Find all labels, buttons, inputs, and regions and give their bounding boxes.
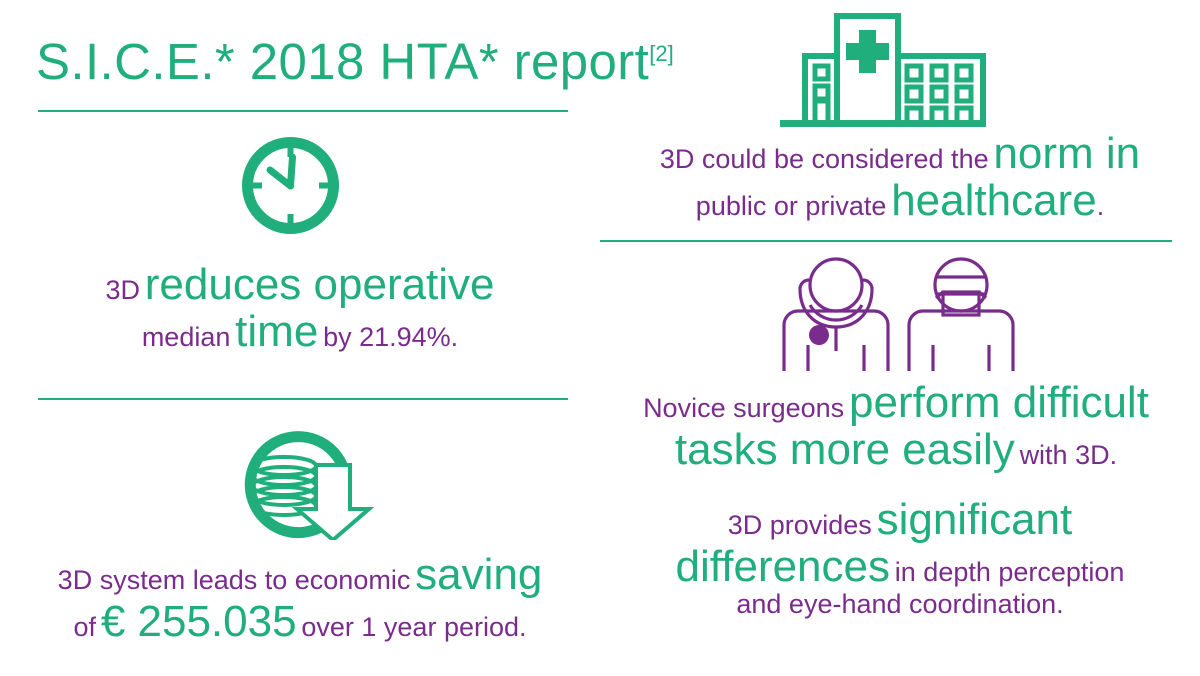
- economic-saving-period: over 1 year period.: [301, 611, 527, 642]
- operative-time-highlight: reduces operative: [144, 260, 495, 309]
- novice-surgeons-with-3d: with 3D.: [1019, 439, 1118, 470]
- significant-differences-depth: in depth perception: [894, 556, 1125, 587]
- divider-right-top: [600, 240, 1172, 242]
- economic-saving-statement: 3D system leads to economic saving of € 25…: [0, 550, 600, 646]
- novice-surgeons-line-2: tasks more easily with 3D.: [596, 424, 1196, 474]
- healthcare-sector: public or private: [695, 190, 887, 221]
- healthcare-norm-statement: 3D could be considered the norm in public…: [600, 129, 1200, 225]
- significant-differences-coordination: and eye-hand coordination.: [736, 589, 1064, 620]
- divider-left-middle: [38, 398, 568, 400]
- healthcare-lead: 3D could be considered the: [659, 144, 989, 174]
- novice-surgeons-highlight-1: perform difficult: [848, 378, 1149, 427]
- economic-saving-line-1: 3D system leads to economic saving: [0, 550, 600, 599]
- operative-time-3d: 3D: [105, 275, 140, 305]
- operative-time-percentage: by 21.94%.: [323, 321, 459, 352]
- healthcare-line-1: 3D could be considered the norm in: [600, 129, 1200, 178]
- operative-time-line-2: median time by 21.94%.: [0, 306, 600, 356]
- surgeons-icon: [778, 250, 1023, 377]
- healthcare-period: .: [1096, 190, 1105, 221]
- economic-saving-line-2: of € 255.035 over 1 year period.: [0, 596, 600, 646]
- significant-differences-highlight-2: differences: [675, 541, 890, 591]
- novice-surgeons-highlight-2: tasks more easily: [674, 424, 1015, 474]
- novice-surgeons-statement: Novice surgeons perform difficult tasks m…: [596, 378, 1196, 474]
- healthcare-norm-highlight: norm in: [993, 129, 1141, 178]
- economic-saving-of: of: [73, 611, 97, 642]
- significant-differences-line-2: differences in depth perception: [600, 541, 1200, 591]
- healthcare-line-2: public or private healthcare.: [600, 175, 1200, 225]
- divider-title: [38, 110, 568, 112]
- novice-surgeons-line-1: Novice surgeons perform difficult: [596, 378, 1196, 427]
- operative-time-statement: 3D reduces operative median time by 21.94%.: [0, 260, 600, 356]
- operative-time-line-1: 3D reduces operative: [0, 260, 600, 309]
- novice-surgeons-lead: Novice surgeons: [643, 393, 845, 423]
- left-column: 3D reduces operative median time by 21.94%.: [0, 134, 600, 646]
- right-column: 3D could be considered the norm in public…: [600, 0, 1200, 676]
- significant-differences-lead: 3D provides: [727, 510, 872, 540]
- significant-differences-line-1: 3D provides significant: [600, 495, 1200, 544]
- economic-saving-amount: € 255.035: [100, 596, 297, 646]
- page-title: S.I.C.E.* 2018 HTA* report[2]: [36, 32, 674, 91]
- page-title-reference: [2]: [649, 41, 674, 66]
- healthcare-word-highlight: healthcare: [891, 175, 1097, 225]
- significant-differences-highlight-1: significant: [876, 495, 1073, 544]
- significant-differences-statement: 3D provides significant differences in dep…: [600, 495, 1200, 619]
- page-title-text: S.I.C.E.* 2018 HTA* report: [36, 33, 650, 90]
- economic-saving-lead: 3D system leads to economic: [57, 565, 411, 595]
- significant-differences-line-3: and eye-hand coordination.: [600, 590, 1200, 619]
- hospital-icon: [764, 2, 994, 137]
- clock-icon: [239, 134, 342, 242]
- coins-savings-icon: [226, 418, 376, 545]
- economic-saving-highlight: saving: [415, 550, 543, 599]
- operative-time-word-time: time: [235, 306, 319, 356]
- operative-time-median: median: [141, 321, 231, 352]
